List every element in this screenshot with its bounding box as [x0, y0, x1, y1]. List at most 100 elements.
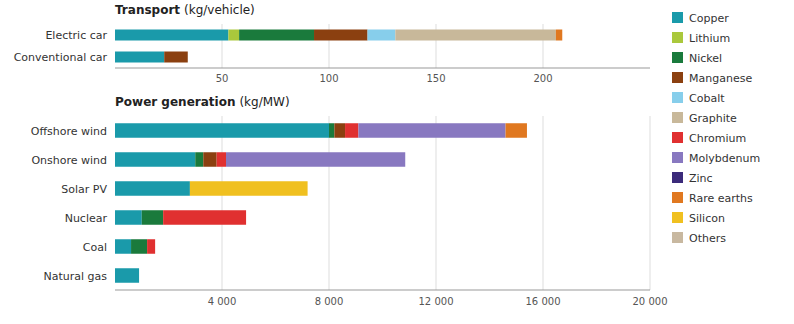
legend-label: Molybdenum [689, 152, 760, 165]
bar-segment [164, 52, 188, 63]
bar-segment [246, 210, 247, 225]
bar-segment [163, 210, 246, 225]
bar-segment [562, 30, 563, 41]
bar-segment [395, 30, 555, 41]
bar-segment [187, 52, 188, 63]
bar-segment [405, 152, 406, 167]
legend-label: Silicon [689, 212, 725, 225]
legend-swatch [672, 32, 683, 43]
bar-segment [155, 239, 156, 254]
bar-segment [187, 52, 188, 63]
bar-segment [115, 152, 195, 167]
legend-label: Others [689, 232, 726, 245]
legend-swatch [672, 232, 683, 243]
bar-segment [115, 52, 164, 63]
bar-segment [155, 239, 156, 254]
grid [222, 116, 650, 290]
legend-label: Zinc [689, 172, 713, 185]
tick-label: 100 [319, 73, 338, 84]
bar-segment [131, 239, 147, 254]
legend-label: Nickel [689, 52, 722, 65]
bar-segment [345, 123, 358, 138]
legend-swatch [672, 192, 683, 203]
bar-segment [334, 123, 345, 138]
bar-segment [307, 181, 308, 196]
bar-segment [187, 52, 188, 63]
bar-segment [187, 52, 188, 63]
category-label: Natural gas [43, 270, 107, 283]
bar-segment [115, 181, 190, 196]
legend-swatch [672, 112, 683, 123]
bar-segment [329, 123, 334, 138]
legend-swatch [672, 92, 683, 103]
grid-line [543, 116, 544, 290]
bar-segment [526, 123, 527, 138]
bar-segment [139, 268, 140, 283]
bar-segment [506, 123, 527, 138]
category-label: Conventional car [14, 51, 108, 64]
bar-segment [139, 268, 140, 283]
bar-segment [139, 268, 140, 283]
bar-segment [526, 123, 527, 138]
bar-segment [203, 152, 216, 167]
bar-segment [246, 210, 247, 225]
bar-segment [358, 123, 505, 138]
legend-swatch [672, 12, 683, 23]
title-unit: (kg/MW) [239, 95, 289, 109]
bar-segment [139, 268, 140, 283]
legend-label: Graphite [689, 112, 737, 125]
tick-label: 150 [426, 73, 445, 84]
bar-segment [187, 52, 188, 63]
axis-line [115, 68, 650, 69]
legend: CopperLithiumNickelManganeseCobaltGraphi… [672, 12, 760, 245]
category-label: Solar PV [61, 183, 107, 196]
chart-root: Transport(kg/vehicle)50100150200Electric… [0, 0, 794, 324]
bars [115, 30, 562, 63]
category-label: Nuclear [65, 212, 108, 225]
bar-segment [139, 268, 140, 283]
bar-segment [115, 239, 131, 254]
bar-segment [239, 30, 314, 41]
bar-segment [155, 239, 156, 254]
bar-segment [139, 268, 140, 283]
bar-segment [139, 268, 140, 283]
bar-segment [139, 268, 140, 283]
bar-segment [187, 52, 188, 63]
bar-segment [115, 268, 139, 283]
bar-segment [246, 210, 247, 225]
category-label: Coal [83, 241, 107, 254]
bar-segment [405, 152, 406, 167]
category-label: Electric car [45, 29, 107, 42]
category-label: Offshore wind [31, 125, 107, 138]
grid-line [222, 116, 223, 290]
bar-segment [187, 52, 188, 63]
bar-segment [246, 210, 247, 225]
legend-label: Copper [689, 12, 729, 25]
title-bold: Power generation [115, 95, 235, 109]
bar-segment [187, 52, 188, 63]
bar-segment [147, 239, 155, 254]
bar-segment [190, 181, 308, 196]
bar-segment [142, 210, 163, 225]
chart-title: Power generation (kg/MW) [115, 95, 290, 109]
bars [115, 123, 527, 283]
legend-swatch [672, 132, 683, 143]
bar-segment [155, 239, 156, 254]
bar-segment [314, 30, 368, 41]
bar-segment [139, 268, 140, 283]
bar-segment [115, 123, 329, 138]
bar-segment [556, 30, 562, 41]
legend-swatch [672, 172, 683, 183]
bar-segment [115, 30, 228, 41]
legend-label: Rare earths [689, 192, 753, 205]
bar-segment [217, 152, 226, 167]
legend-label: Manganese [689, 72, 752, 85]
legend-swatch [672, 212, 683, 223]
bar-segment [139, 268, 140, 283]
legend-swatch [672, 72, 683, 83]
bar-segment [405, 152, 406, 167]
legend-label: Chromium [689, 132, 746, 145]
bar-segment [562, 30, 563, 41]
title-unit: (kg/vehicle) [184, 3, 255, 17]
legend-label: Lithium [689, 32, 730, 45]
